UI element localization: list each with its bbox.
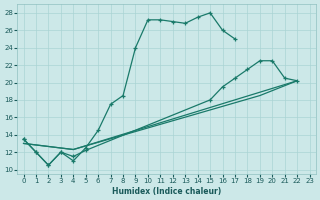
X-axis label: Humidex (Indice chaleur): Humidex (Indice chaleur) xyxy=(112,187,221,196)
